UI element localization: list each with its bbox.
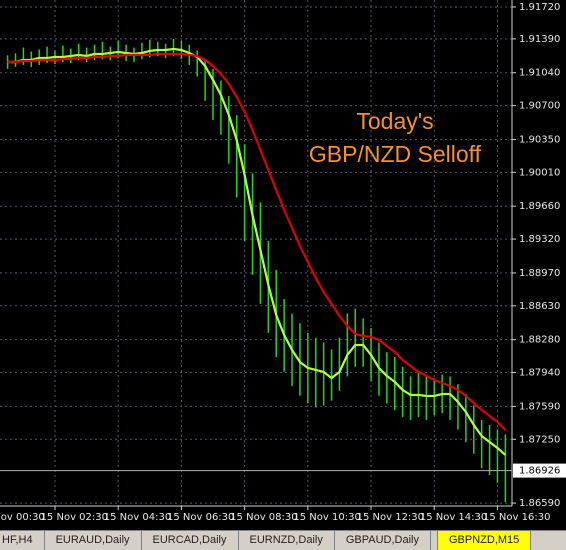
y-tick-label: 1.87590 [519, 401, 560, 412]
x-tick-label: 15 Nov 10:30 [293, 512, 360, 523]
last-price-box [513, 463, 566, 478]
y-tick-label: 1.86590 [519, 498, 560, 509]
y-tick-label: 1.88630 [519, 301, 560, 312]
y-tick-label: 1.88280 [519, 335, 560, 346]
y-tick-label: 1.87250 [519, 434, 560, 445]
x-tick-label: 15 Nov 06:30 [167, 512, 234, 523]
symbol-tab[interactable]: EURAUD,Daily [45, 531, 142, 550]
annotation: Today's [356, 108, 433, 134]
y-tick-label: 1.90010 [519, 167, 560, 178]
moving-average [7, 52, 507, 431]
symbol-tabs: HF,H4 EURAUD,Daily EURCAD,Daily EURNZD,Dail… [0, 530, 566, 550]
x-tick-label: 15 Nov 02:30 [41, 512, 108, 523]
annotation: GBP/NZD Selloff [309, 141, 482, 167]
chart: 1.91720 1.91390 1.91040 1.90700 1.90350 1.900… [0, 0, 566, 523]
x-tick-label: Nov 00:30 [0, 512, 45, 523]
y-tick-label: 1.89320 [519, 234, 560, 245]
x-tick-label: 15 Nov 16:30 [483, 512, 550, 523]
y-tick-label: 1.90700 [519, 101, 560, 112]
last-price-label: 1.86926 [519, 466, 560, 477]
x-tick-label: 15 Nov 12:30 [357, 512, 424, 523]
symbol-tab[interactable]: HF,H4 [0, 531, 45, 550]
symbol-tab[interactable]: GBPNZD,M15 [437, 531, 532, 550]
moving-average [7, 47, 507, 456]
y-tick-label: 1.89660 [519, 201, 560, 212]
y-tick-label: 1.90350 [519, 134, 560, 145]
x-tick-label: 15 Nov 14:30 [420, 512, 487, 523]
symbol-tab[interactable]: GBPAUD,Daily [335, 531, 431, 550]
y-tick-label: 1.91040 [519, 68, 560, 79]
y-tick-label: 1.91390 [519, 34, 560, 45]
x-tick-label: 15 Nov 08:30 [230, 512, 297, 523]
y-tick-label: 1.88970 [519, 268, 560, 279]
symbol-tab[interactable]: EURCAD,Daily [142, 531, 239, 550]
symbol-tab[interactable]: EURNZD,Daily [239, 531, 335, 550]
x-tick-label: 15 Nov 04:30 [104, 512, 171, 523]
y-tick-label: 1.91720 [519, 2, 560, 13]
y-tick-label: 1.87940 [519, 368, 560, 379]
